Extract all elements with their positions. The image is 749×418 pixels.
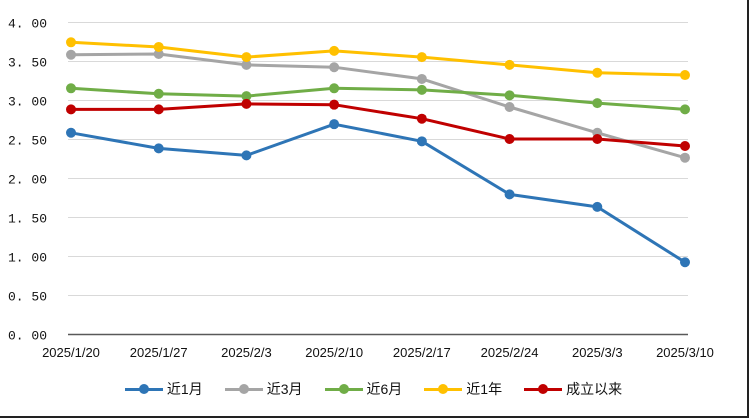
legend-marker-icon (424, 383, 463, 395)
y-tick-label: 0. 00 (8, 329, 47, 344)
series-近1月 (66, 119, 690, 268)
legend-item-3m[interactable]: 近3月 (224, 379, 303, 399)
data-point[interactable] (504, 134, 515, 144)
legend: 近1月 近3月 近6月 近1年 成立以来 (0, 378, 747, 400)
legend-label: 近6月 (366, 381, 403, 397)
legend-marker-icon (324, 383, 363, 395)
data-point[interactable] (153, 143, 164, 154)
x-tick-label: 2025/2/17 (393, 345, 451, 360)
gridlines (68, 22, 688, 336)
data-point[interactable] (153, 88, 164, 99)
data-point[interactable] (504, 189, 515, 200)
legend-label: 成立以来 (566, 381, 623, 397)
data-point[interactable] (416, 52, 427, 63)
x-tick-label: 2025/2/3 (221, 345, 272, 360)
data-point[interactable] (329, 83, 340, 94)
data-point[interactable] (329, 62, 340, 73)
legend-item-6m[interactable]: 近6月 (324, 379, 403, 399)
y-tick-label: 1. 50 (8, 212, 47, 227)
y-axis-ticks: 0. 00 0. 50 1. 00 1. 50 2. 00 2. 50 3. 00 3. 50… (8, 17, 47, 344)
data-point[interactable] (680, 104, 690, 115)
series-lines (66, 37, 690, 268)
y-tick-label: 3. 00 (8, 95, 47, 110)
series-近6月 (66, 83, 690, 115)
y-tick-label: 3. 50 (8, 56, 47, 71)
data-point[interactable] (504, 59, 515, 70)
data-point[interactable] (153, 41, 164, 52)
data-point[interactable] (153, 104, 164, 115)
data-point[interactable] (241, 150, 252, 161)
data-point[interactable] (416, 73, 427, 84)
data-point[interactable] (241, 52, 252, 63)
data-point[interactable] (592, 67, 603, 78)
x-axis-ticks: 2025/1/20 2025/1/27 2025/2/3 2025/2/10 2025/… (42, 345, 714, 360)
data-point[interactable] (66, 83, 76, 94)
legend-item-since-inception[interactable]: 成立以来 (524, 379, 622, 399)
legend-item-1m[interactable]: 近1月 (124, 379, 203, 399)
data-point[interactable] (504, 102, 515, 113)
data-point[interactable] (241, 98, 252, 109)
data-point[interactable] (504, 90, 515, 101)
data-point[interactable] (329, 119, 340, 130)
data-point[interactable] (416, 136, 427, 147)
data-point[interactable] (416, 84, 427, 95)
data-point[interactable] (329, 45, 340, 56)
data-point[interactable] (241, 91, 252, 102)
data-point[interactable] (592, 201, 603, 212)
x-tick-label: 2025/1/20 (42, 345, 100, 360)
y-tick-label: 0. 50 (8, 290, 47, 305)
data-point[interactable] (680, 70, 690, 81)
data-point[interactable] (416, 113, 427, 124)
y-tick-label: 1. 00 (8, 251, 47, 266)
data-point[interactable] (592, 134, 603, 144)
x-tick-label: 2025/2/10 (305, 345, 363, 360)
series-成立以来 (66, 98, 690, 152)
data-point[interactable] (592, 98, 603, 109)
legend-item-1y[interactable]: 近1年 (424, 379, 502, 399)
data-point[interactable] (680, 141, 690, 152)
x-tick-label: 2025/2/24 (481, 345, 539, 360)
x-tick-label: 2025/3/3 (572, 345, 623, 360)
data-point[interactable] (241, 59, 252, 70)
y-tick-label: 2. 00 (8, 173, 47, 188)
data-point[interactable] (153, 48, 164, 59)
legend-marker-icon (124, 383, 163, 395)
series-近1年 (66, 37, 690, 81)
data-point[interactable] (66, 37, 76, 48)
data-point[interactable] (329, 99, 340, 110)
y-tick-label: 2. 50 (8, 134, 47, 149)
data-point[interactable] (66, 127, 76, 138)
legend-label: 近3月 (266, 381, 303, 397)
data-point[interactable] (680, 152, 690, 163)
y-tick-label: 4. 00 (8, 17, 47, 32)
data-point[interactable] (66, 104, 76, 115)
legend-marker-icon (524, 383, 563, 395)
data-point[interactable] (680, 257, 690, 268)
series-近3月 (66, 48, 690, 163)
legend-label: 近1月 (166, 381, 203, 397)
x-tick-label: 2025/3/10 (656, 345, 714, 360)
line-chart: 0. 00 0. 50 1. 00 1. 50 2. 00 2. 50 3. 00 3. 50… (8, 17, 714, 361)
data-point[interactable] (66, 49, 76, 60)
x-tick-label: 2025/1/27 (130, 345, 188, 360)
legend-marker-icon (224, 383, 263, 395)
legend-label: 近1年 (466, 381, 503, 397)
